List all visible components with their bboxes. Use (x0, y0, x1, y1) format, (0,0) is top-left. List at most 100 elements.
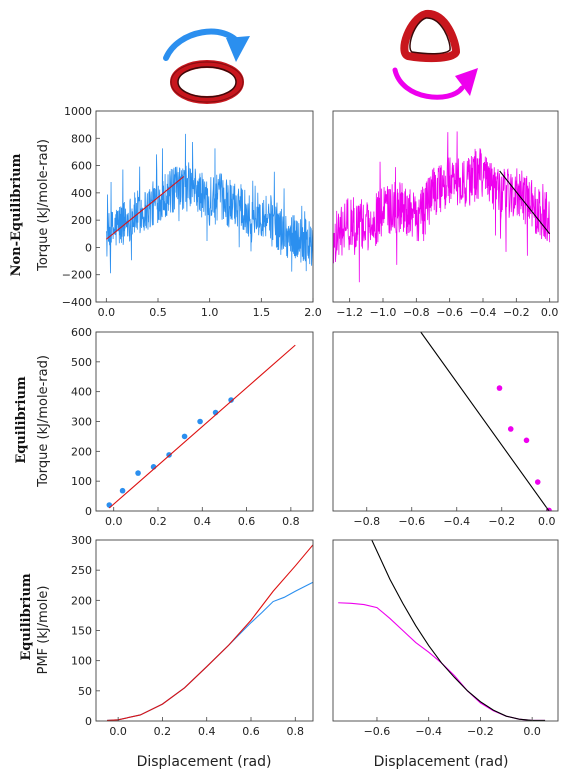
x-tick-label: 0.6 (238, 515, 256, 528)
y-tick-label: 100 (71, 655, 92, 668)
x-tick-label: −0.4 (443, 515, 470, 528)
series-line-red (108, 344, 296, 509)
x-tick-label: 1.0 (201, 306, 219, 319)
y-tick-label: 400 (71, 187, 92, 200)
x-tick-label: 2.0 (304, 306, 322, 319)
data-point (135, 470, 141, 476)
row-label-non-equilibrium: Non-Equilibrium (9, 153, 24, 276)
y-tick-label: 0 (85, 505, 92, 518)
data-point (496, 385, 503, 391)
x-tick-label: 0.8 (282, 515, 300, 528)
plot-area (105, 133, 313, 274)
x-tick-label: 0.5 (149, 306, 167, 319)
series-line-black (499, 170, 551, 235)
series-line-black (371, 540, 546, 721)
protein-ring-triangle-icon (400, 10, 460, 63)
plot-area (420, 332, 552, 511)
x-tick-label: 0.4 (198, 725, 216, 738)
data-point (181, 433, 188, 440)
ylabel-top: Torque (kJ/mole-rad) (36, 139, 51, 272)
x-tick-label: 0.0 (105, 515, 123, 528)
series-line-black (420, 332, 550, 511)
x-tick-label: −0.4 (415, 725, 442, 738)
xlabel-right: Displacement (rad) (374, 754, 509, 770)
y-tick-label: 800 (71, 132, 92, 145)
y-tick-label: 400 (71, 386, 92, 399)
x-tick-label: 0.2 (154, 725, 172, 738)
series-line-red (105, 176, 185, 240)
plot-area (338, 540, 546, 721)
x-tick-label: 0.0 (538, 515, 556, 528)
circular-arrow-counterclockwise-magenta-icon (392, 67, 478, 100)
x-tick-label: 0.0 (98, 306, 116, 319)
y-tick-label: −200 (62, 269, 92, 282)
chart-panel-middle-right: −0.8 −0.6 −0.4 −0.2 0.0 (332, 331, 559, 528)
x-tick-label: −0.4 (470, 306, 497, 319)
y-tick-label: 200 (71, 214, 92, 227)
data-point (534, 479, 541, 485)
chart-panel-top-right: −1.2 −1.0 −0.8 −0.6 −0.4 −0.2 0.0 (332, 110, 559, 319)
chart-panel-bottom-left: 0.0 0.2 0.4 0.6 0.8 0 50 100 150 200 250 300 (71, 534, 314, 738)
row-label-equilibrium-torque: Equilibrium (14, 376, 29, 464)
x-tick-label: −0.6 (364, 725, 391, 738)
axes-frame (332, 110, 559, 303)
y-tick-label: 500 (71, 356, 92, 369)
data-point (523, 437, 530, 444)
y-tick-label: 1000 (64, 105, 92, 118)
chart-panels: 0.0 0.5 1.0 1.5 2.0−400−20002004006008001000… (62, 105, 559, 738)
chart-panel-top-left: 0.0 0.5 1.0 1.5 2.0 −400 −200 0 200 400 600 800 1000 (62, 105, 322, 319)
y-tick-label: 100 (71, 475, 92, 488)
x-tick-label: −1.2 (336, 306, 363, 319)
row-label-equilibrium-pmf: Equilibrium (19, 573, 34, 661)
chart-panel-middle-left: 0.0 0.2 0.4 0.6 0.8 0 100 200 300 400 500 600 (71, 326, 314, 528)
x-tick-label: −0.8 (403, 306, 430, 319)
x-tick-label: 0.0 (523, 725, 541, 738)
y-tick-label: 200 (71, 445, 92, 458)
series-line-red (107, 544, 313, 721)
x-tick-label: 0.6 (242, 725, 260, 738)
x-tick-label: −1.0 (370, 306, 397, 319)
chart-panel-bottom-right: −0.6 −0.4 −0.2 0.0 (332, 539, 559, 738)
protein-ring-oval-icon (170, 60, 244, 104)
plot-area (333, 131, 551, 283)
y-tick-label: 300 (71, 534, 92, 547)
ylabel-middle: Torque (kJ/mole-rad) (36, 355, 51, 488)
ylabel-bottom: PMF (kJ/mole) (36, 586, 51, 675)
y-tick-label: 600 (71, 326, 92, 339)
y-tick-label: 0 (85, 715, 92, 728)
series-line-blue (107, 581, 313, 721)
x-tick-label: 0.0 (109, 725, 127, 738)
x-tick-label: 0.4 (194, 515, 212, 528)
plot-area (107, 544, 313, 721)
xlabel-left: Displacement (rad) (137, 754, 272, 770)
series-noisy-blue (105, 133, 313, 274)
x-tick-label: −0.6 (436, 306, 463, 319)
x-tick-label: −0.8 (353, 515, 380, 528)
y-tick-label: 300 (71, 416, 92, 429)
y-tick-label: 50 (78, 685, 92, 698)
series-line-magenta (338, 602, 546, 721)
x-tick-label: −0.2 (488, 515, 515, 528)
x-tick-label: −0.2 (467, 725, 494, 738)
y-tick-label: 150 (71, 625, 92, 638)
x-tick-label: −0.6 (398, 515, 425, 528)
x-tick-label: 1.5 (253, 306, 271, 319)
y-tick-label: −400 (62, 296, 92, 309)
y-tick-label: 0 (85, 241, 92, 254)
axes-frame (332, 539, 559, 722)
data-point (228, 397, 234, 403)
axes-frame (95, 539, 314, 722)
x-tick-label: −0.2 (503, 306, 530, 319)
axes-frame (332, 331, 559, 512)
data-point (119, 487, 126, 494)
x-tick-label: 0.0 (541, 306, 559, 319)
axes-frame (95, 110, 314, 303)
y-tick-label: 200 (71, 594, 92, 607)
x-tick-label: 0.8 (287, 725, 305, 738)
x-tick-label: 0.2 (149, 515, 167, 528)
y-tick-label: 250 (71, 564, 92, 577)
data-point (197, 418, 203, 425)
y-tick-label: 600 (71, 160, 92, 173)
series-noisy-magenta (333, 131, 551, 283)
